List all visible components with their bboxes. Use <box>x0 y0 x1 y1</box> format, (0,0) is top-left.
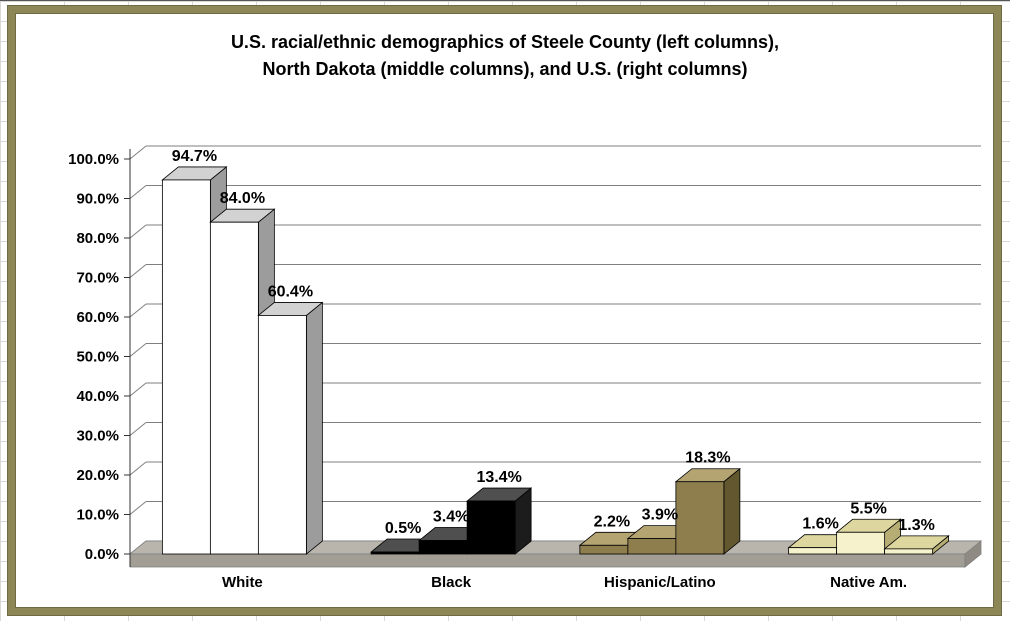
y-axis-label: 100.0% <box>68 151 119 168</box>
y-gridline-wall-segment <box>129 145 147 160</box>
bar-value-label: 3.9% <box>642 507 678 524</box>
y-axis-label: 70.0% <box>76 270 119 287</box>
bar-front-face <box>836 531 886 555</box>
category-label: Hispanic/Latino <box>604 574 716 591</box>
y-gridline-wall-segment <box>129 343 147 357</box>
y-axis-label: 10.0% <box>76 507 119 524</box>
bar-value-label: 1.3% <box>898 517 934 534</box>
y-gridline-wall-segment <box>129 461 147 476</box>
bar[interactable] <box>883 535 950 555</box>
chart-floor-side <box>964 540 982 568</box>
y-axis-label: 40.0% <box>76 388 119 405</box>
bar-value-label: 5.5% <box>850 500 886 517</box>
y-axis-label: 60.0% <box>76 309 119 326</box>
bar[interactable] <box>674 467 742 555</box>
bar-front-face <box>627 538 677 555</box>
bar-value-label: 3.4% <box>433 509 469 526</box>
category-label: White <box>222 574 263 591</box>
y-gridline-wall-segment <box>129 422 147 436</box>
y-gridline-wall-segment <box>129 264 147 278</box>
bar-front-face <box>788 547 838 555</box>
y-axis-label: 0.0% <box>85 546 119 563</box>
bar-front-face <box>370 551 420 555</box>
category-label: Black <box>431 574 472 591</box>
bar-front-face <box>675 481 725 555</box>
bar-value-label: 2.2% <box>594 513 630 530</box>
bar-front-face <box>579 544 629 555</box>
bar-side-face <box>723 467 741 555</box>
y-axis-label: 90.0% <box>76 191 119 208</box>
chart-floor-front <box>129 553 966 568</box>
bar-value-label: 18.3% <box>685 450 730 467</box>
chart-title: U.S. racial/ethnic demographics of Steel… <box>0 29 1010 83</box>
bar-front-face <box>209 221 259 555</box>
bar[interactable] <box>465 487 533 555</box>
bar-front-face <box>466 500 516 555</box>
y-gridline-wall-segment <box>129 185 147 199</box>
bar-front-face <box>884 548 934 555</box>
bar-front-face <box>257 315 307 555</box>
bar-front-face <box>418 540 468 555</box>
bar[interactable] <box>257 301 324 555</box>
y-axis-label: 30.0% <box>76 428 119 445</box>
category-label: Native Am. <box>830 574 907 591</box>
bar-value-label: 60.4% <box>268 283 313 300</box>
bar-value-label: 0.5% <box>385 520 421 537</box>
chart-title-line1: U.S. racial/ethnic demographics of Steel… <box>230 32 780 52</box>
y-axis-label: 20.0% <box>76 467 119 484</box>
chart-title-line2: North Dakota (middle columns), and U.S. … <box>262 59 748 79</box>
bar-value-label: 84.0% <box>220 190 265 207</box>
y-gridline-wall-segment <box>129 501 147 515</box>
bar-side-face <box>305 301 323 555</box>
bar-value-label: 94.7% <box>172 148 217 165</box>
y-gridline-wall-segment <box>129 224 147 239</box>
y-axis-label: 80.0% <box>76 230 119 247</box>
y-gridline-wall-segment <box>129 303 147 318</box>
bar-value-label: 1.6% <box>802 516 838 533</box>
bar-value-label: 13.4% <box>476 469 521 486</box>
y-gridline-wall-segment <box>129 382 147 397</box>
bar-front-face <box>161 179 211 555</box>
y-axis-label: 50.0% <box>76 349 119 366</box>
